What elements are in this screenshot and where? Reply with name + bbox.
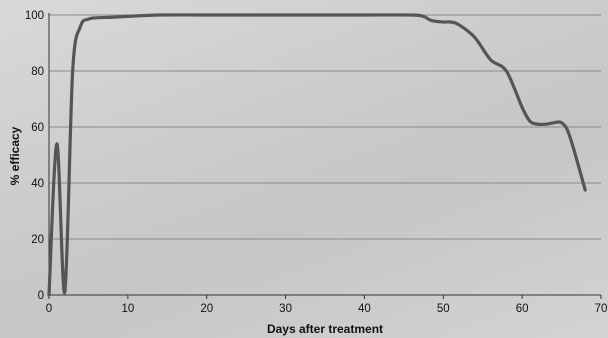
efficacy-series-line-0 xyxy=(47,13,587,297)
x-axis-label: Days after treatment xyxy=(267,322,383,336)
y-tick-label-100: 100 xyxy=(25,10,44,22)
y-axis-label: % efficacy xyxy=(8,126,22,185)
x-tick-label-50: 50 xyxy=(437,303,450,315)
tick-labels: 0 20 40 60 80 100 0 10 20 30 40 50 60 70 xyxy=(25,10,608,315)
x-tick-label-0: 0 xyxy=(46,303,52,315)
x-tick-label-60: 60 xyxy=(516,303,529,315)
y-tick-label-20: 20 xyxy=(31,234,44,246)
x-tick-label-10: 10 xyxy=(121,303,134,315)
y-tick-label-80: 80 xyxy=(31,66,44,78)
x-tick-label-40: 40 xyxy=(358,303,371,315)
y-tick-label-40: 40 xyxy=(31,178,44,190)
series-layer xyxy=(47,13,587,297)
y-tick-label-60: 60 xyxy=(31,122,44,134)
axes xyxy=(48,13,602,299)
x-tick-label-30: 30 xyxy=(279,303,292,315)
gridlines xyxy=(49,14,601,240)
x-tick-label-70: 70 xyxy=(595,303,608,315)
x-tick-label-20: 20 xyxy=(200,303,213,315)
y-tick-label-0: 0 xyxy=(38,290,44,302)
